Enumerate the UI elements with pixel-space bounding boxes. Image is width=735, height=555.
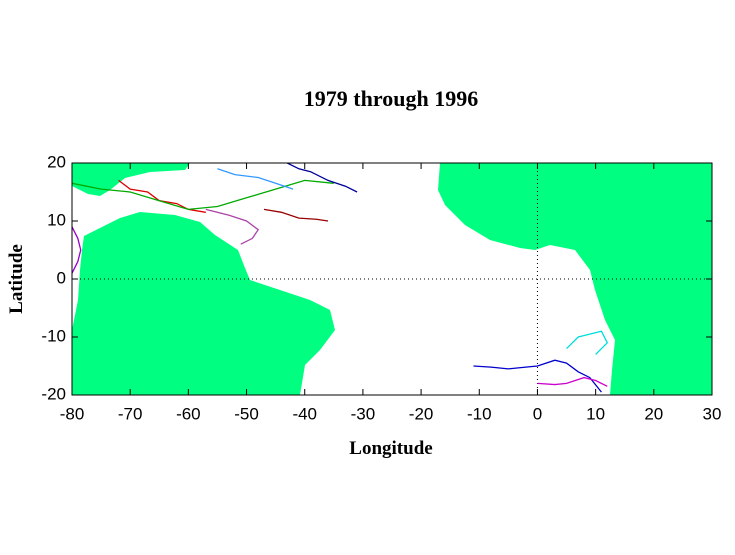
x-tick-label: 10 (586, 404, 605, 423)
x-tick-label: 20 (644, 404, 663, 423)
y-tick-label: 20 (47, 152, 66, 171)
tracks (72, 163, 712, 395)
drifter-track (566, 330, 609, 355)
x-tick-label: -10 (467, 404, 492, 423)
drifter-track (72, 226, 82, 274)
x-tick-label: -80 (60, 404, 85, 423)
x-tick-label: -50 (234, 404, 259, 423)
drifter-track (205, 208, 260, 245)
drifter-track (72, 179, 334, 211)
title: 1979 through 1996 (304, 86, 478, 111)
drifter-track (118, 179, 206, 213)
y-tick-label: -10 (41, 326, 66, 345)
x-axis-label: Longitude (349, 438, 432, 459)
drifter-track (217, 168, 294, 190)
central-america (72, 163, 190, 196)
africa (438, 163, 712, 395)
x-tick-label: -20 (409, 404, 434, 423)
x-tick-label: 0 (533, 404, 542, 423)
drifter-track (263, 208, 329, 222)
x-tick-label: -30 (351, 404, 376, 423)
x-tick-label: -60 (176, 404, 201, 423)
drifter-track (537, 376, 608, 387)
drifter-track (286, 163, 358, 193)
y-tick-label: 0 (57, 268, 66, 287)
drifter-track (473, 359, 602, 393)
land (72, 163, 712, 395)
x-tick-label: -40 (292, 404, 317, 423)
y-tick-label: -20 (41, 384, 66, 403)
x-tick-label: 30 (703, 404, 722, 423)
south-america (72, 212, 335, 395)
x-tick-label: -70 (118, 404, 143, 423)
y-tick-label: 10 (47, 210, 66, 229)
y-axis-label: Latitude (6, 244, 27, 314)
